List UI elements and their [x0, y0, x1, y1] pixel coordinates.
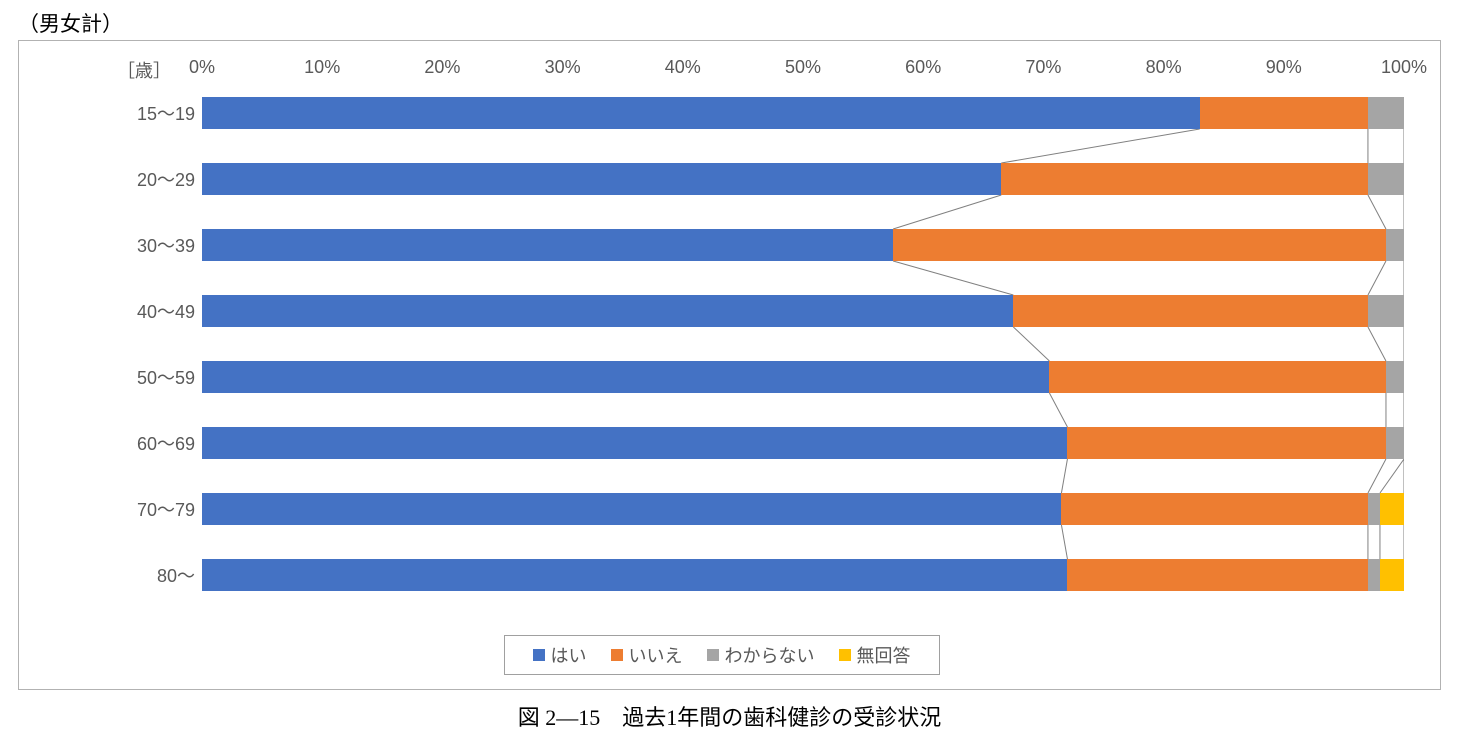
legend-label: いいえ — [629, 642, 683, 668]
x-tick-label: 0% — [189, 57, 215, 78]
axis-unit-label: ［歳］ — [117, 57, 171, 83]
legend-item-yes: はい — [533, 642, 587, 668]
legend-item-no: いいえ — [611, 642, 683, 668]
legend-item-dk: わからない — [707, 642, 815, 668]
bar-segment-no — [1049, 361, 1386, 393]
bar-segment-no — [1001, 163, 1368, 195]
bar-segment-no — [1067, 427, 1386, 459]
bar-segment-no — [1200, 97, 1368, 129]
bar-segment-no — [1061, 493, 1368, 525]
y-category-label: 50～59 — [137, 364, 195, 390]
bar-segment-yes — [202, 229, 893, 261]
x-tick-label: 100% — [1381, 57, 1427, 78]
y-category-label: 40～49 — [137, 298, 195, 324]
bar-segment-yes — [202, 427, 1067, 459]
legend: はい いいえ わからない 無回答 — [504, 635, 940, 675]
bar-row — [202, 97, 1404, 129]
figure-caption: 図 2―15 過去1年間の歯科健診の受診状況 — [18, 700, 1441, 732]
bar-segment-no — [1013, 295, 1368, 327]
x-tick-label: 50% — [785, 57, 821, 78]
bar-segment-dk — [1386, 361, 1404, 393]
bar-segment-yes — [202, 97, 1200, 129]
bar-segment-dk — [1386, 427, 1404, 459]
x-tick-label: 70% — [1025, 57, 1061, 78]
x-axis: ［歳］ 0%10%20%30%40%50%60%70%80%90%100% — [27, 49, 1416, 83]
y-category-label: 30～39 — [137, 232, 195, 258]
chart-subtitle: （男女計） — [18, 8, 1441, 38]
bar-segment-dk — [1368, 295, 1404, 327]
bar-segment-dk — [1368, 559, 1380, 591]
bar-row — [202, 493, 1404, 525]
x-tick-label: 40% — [665, 57, 701, 78]
y-category-label: 70～79 — [137, 496, 195, 522]
bar-segment-yes — [202, 163, 1001, 195]
legend-label: はい — [551, 642, 587, 668]
legend-swatch-icon — [611, 649, 623, 661]
page: （男女計） ［歳］ 0% 10% 20% 30% 40% 50% 60% 70% 80% 90% 1… — [0, 0, 1459, 731]
bar-segment-dk — [1368, 97, 1404, 129]
x-tick-label: 80% — [1146, 57, 1182, 78]
bar-segment-na — [1380, 493, 1404, 525]
x-tick-label: 60% — [905, 57, 941, 78]
bar-segment-yes — [202, 493, 1061, 525]
legend-label: 無回答 — [857, 642, 911, 668]
x-tick-label: 20% — [424, 57, 460, 78]
x-tick-label: 30% — [545, 57, 581, 78]
y-category-label: 80～ — [157, 562, 195, 588]
bar-row — [202, 229, 1404, 261]
legend-label: わからない — [725, 642, 815, 668]
bar-segment-no — [1067, 559, 1368, 591]
chart-card: ［歳］ 0% 10% 20% 30% 40% 50% 60% 70% 80% 90% 100% 15… — [18, 40, 1441, 690]
y-category-label: 20～29 — [137, 166, 195, 192]
bar-row — [202, 559, 1404, 591]
bar-row — [202, 295, 1404, 327]
bar-segment-yes — [202, 361, 1049, 393]
bar-segment-dk — [1386, 229, 1404, 261]
plot-area: ［歳］ 0%10%20%30%40%50%60%70%80%90%100% 15… — [27, 49, 1416, 617]
bars-region — [202, 91, 1404, 617]
y-category-label: 15～19 — [137, 100, 195, 126]
bar-segment-yes — [202, 295, 1013, 327]
legend-swatch-icon — [839, 649, 851, 661]
bar-row — [202, 427, 1404, 459]
y-category-label: 60～69 — [137, 430, 195, 456]
bar-row — [202, 163, 1404, 195]
bar-segment-na — [1380, 559, 1404, 591]
legend-item-na: 無回答 — [839, 642, 911, 668]
bar-segment-no — [893, 229, 1386, 261]
x-tick-label: 90% — [1266, 57, 1302, 78]
legend-swatch-icon — [707, 649, 719, 661]
bar-segment-dk — [1368, 163, 1404, 195]
legend-swatch-icon — [533, 649, 545, 661]
x-tick-label: 10% — [304, 57, 340, 78]
bar-segment-dk — [1368, 493, 1380, 525]
bar-segment-yes — [202, 559, 1067, 591]
bar-row — [202, 361, 1404, 393]
